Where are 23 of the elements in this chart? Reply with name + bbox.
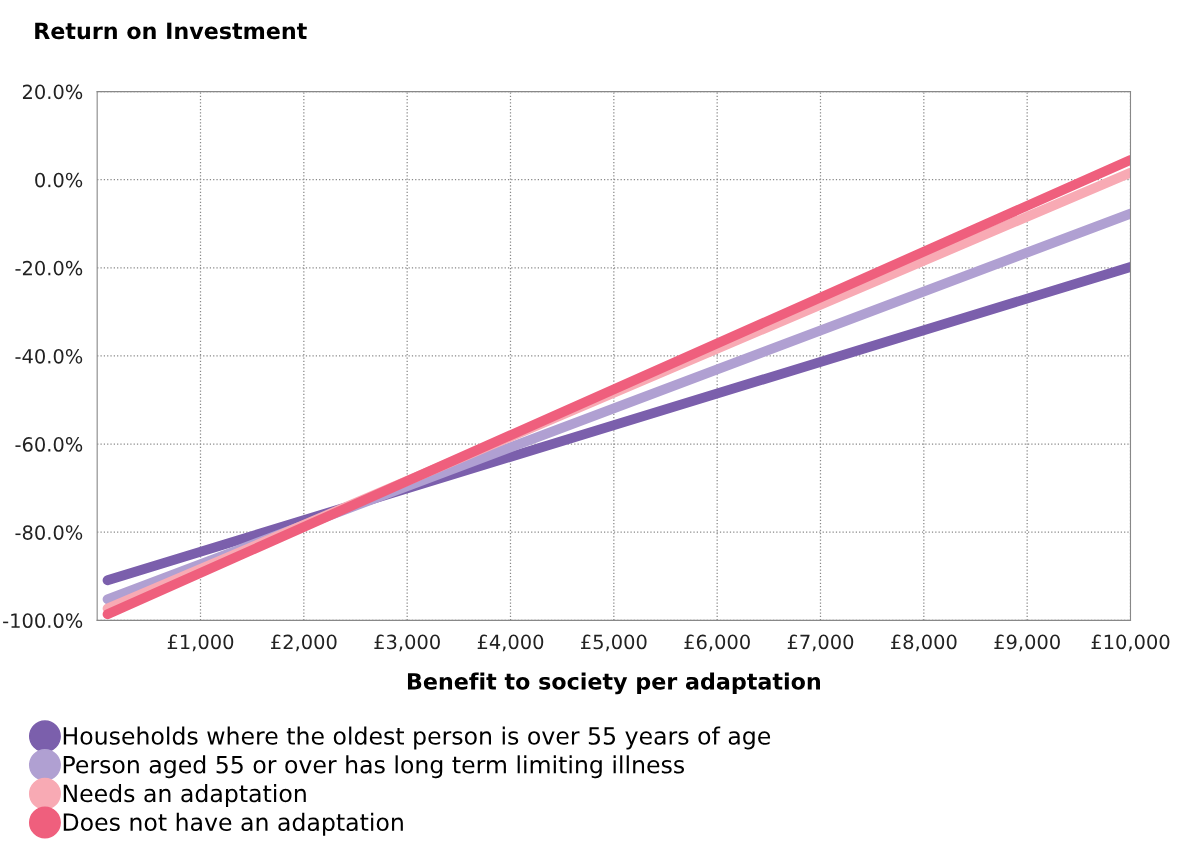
x-tick-label: £2,000 — [271, 634, 337, 652]
chart-title: Return on Investment — [35, 22, 307, 40]
x-tick-label: £7,000 — [787, 634, 854, 652]
x-tick-label: £10,000 — [1091, 634, 1170, 652]
legend-label: Does not have an adaptation — [63, 812, 403, 836]
y-tick-label: 20.0% — [22, 84, 83, 100]
y-tick-label: -80.0% — [15, 525, 83, 540]
x-tick-label: £9,000 — [994, 634, 1060, 652]
y-tick-label: 0.0% — [35, 172, 83, 188]
legend-label: Person aged 55 or over has long term limiting illness — [63, 755, 684, 779]
x-tick-label: £3,000 — [374, 634, 440, 652]
y-tick-label: -40.0% — [15, 348, 83, 364]
x-axis-title: Benefit to society per adaptation — [407, 672, 820, 695]
y-tick-label: -60.0% — [15, 437, 83, 452]
x-tick-label: £6,000 — [684, 634, 750, 652]
x-tick-label: £5,000 — [581, 634, 647, 652]
legend-label: Needs an adaptation — [63, 784, 306, 807]
x-tick-label: £4,000 — [477, 634, 544, 652]
y-tick-label: -20.0% — [15, 260, 83, 276]
x-tick-label: £1,000 — [167, 634, 234, 652]
x-tick-label: £8,000 — [891, 634, 957, 652]
legend-label: Households where the oldest person is over 55 years of age — [63, 726, 771, 750]
y-tick-label: -100.0% — [3, 613, 83, 629]
